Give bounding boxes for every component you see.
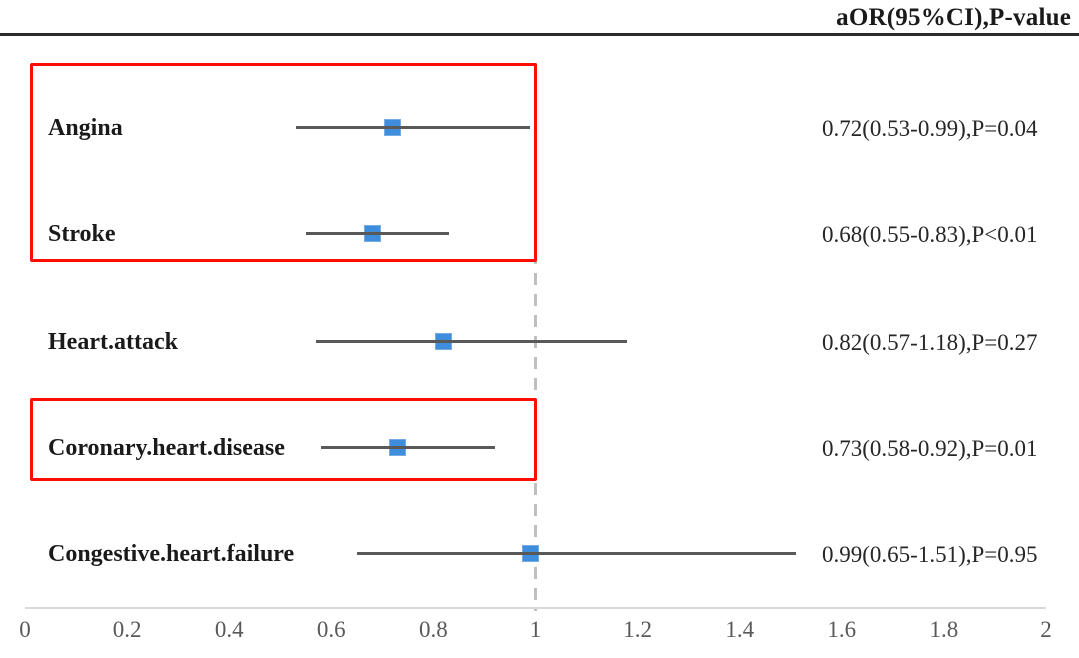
x-tick-label: 0.4 — [214, 617, 244, 642]
confidence-interval-line — [295, 125, 531, 129]
x-tick-label: 1.8 — [929, 617, 959, 642]
confidence-interval-line — [321, 445, 495, 449]
x-tick-label: 0.6 — [316, 617, 346, 642]
confidence-interval-line — [315, 339, 628, 343]
reference-line-x1 — [534, 63, 537, 611]
column-header-aor-ci-pvalue: aOR(95%CI),P-value — [836, 4, 1071, 31]
x-tick-label: 0.8 — [419, 617, 448, 642]
aor-ci-pvalue-text: 0.82(0.57-1.18),P=0.27 — [822, 330, 1038, 355]
aor-ci-pvalue-text: 0.68(0.55-0.83),P<0.01 — [822, 222, 1038, 247]
outcome-label: Congestive.heart.failure — [48, 541, 295, 567]
aor-ci-pvalue-text: 0.73(0.58-0.92),P=0.01 — [822, 436, 1038, 461]
x-tick-label: 0.2 — [112, 617, 142, 642]
x-tick-label: 1 — [529, 617, 542, 642]
x-tick-label: 0 — [19, 617, 31, 642]
outcome-label: Angina — [48, 115, 123, 141]
highlight-box-2 — [30, 398, 537, 481]
x-tick-label: 1.2 — [623, 617, 652, 642]
x-axis-line — [25, 607, 1046, 609]
aor-ci-pvalue-text: 0.72(0.53-0.99),P=0.04 — [822, 116, 1038, 141]
outcome-label: Coronary.heart.disease — [48, 435, 285, 461]
x-tick-label: 1.4 — [725, 617, 755, 642]
x-tick-label: 1.6 — [827, 617, 857, 642]
header-rule — [0, 33, 1079, 36]
outcome-label: Stroke — [48, 221, 116, 247]
x-tick-label: 2 — [1040, 617, 1052, 642]
confidence-interval-line — [356, 551, 796, 555]
confidence-interval-line — [305, 231, 449, 235]
outcome-label: Heart.attack — [48, 329, 178, 355]
highlight-box-1 — [30, 63, 537, 262]
aor-ci-pvalue-text: 0.99(0.65-1.51),P=0.95 — [822, 542, 1038, 567]
